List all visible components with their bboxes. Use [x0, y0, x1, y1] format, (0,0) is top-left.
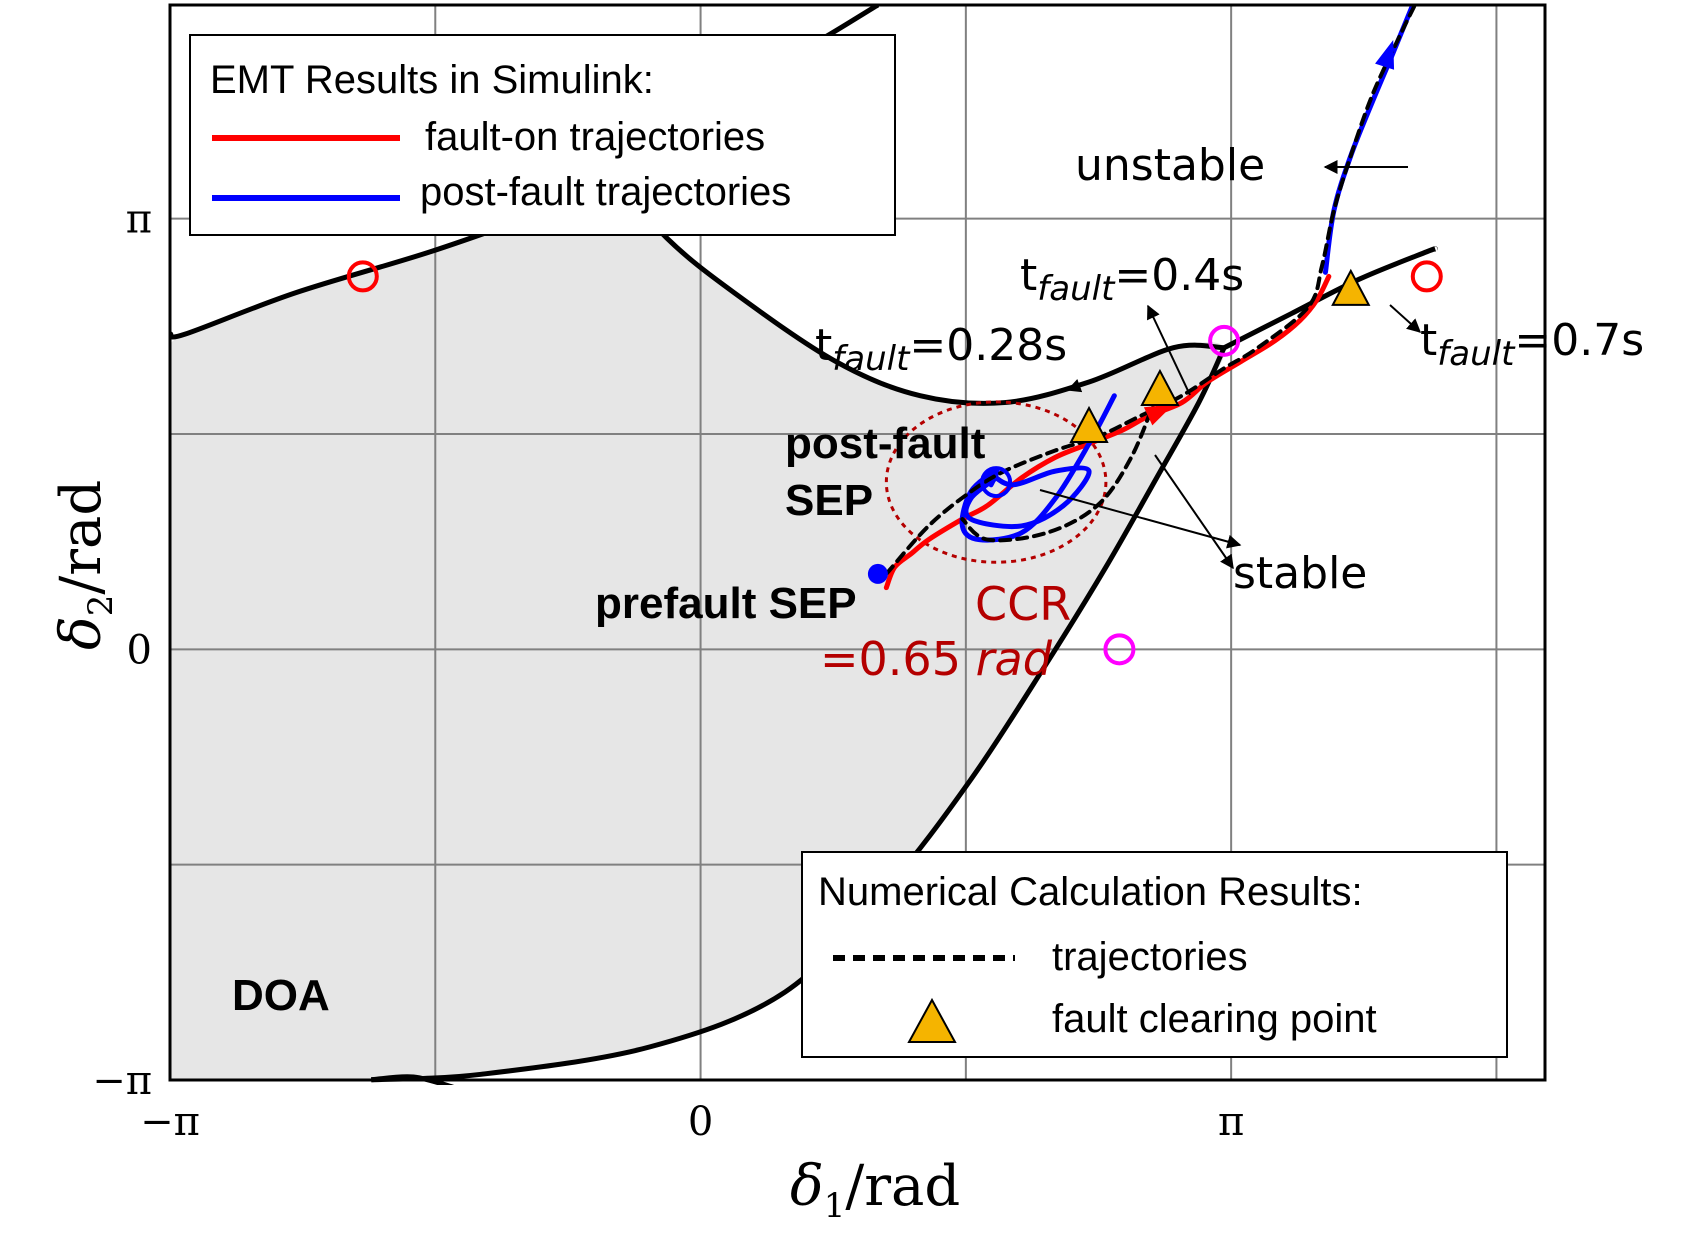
ccr-value: =0.65 — [820, 632, 976, 686]
legend-numerical: Numerical Calculation Results: trajector… — [801, 851, 1508, 1058]
series-4-numerical-1 — [884, 5, 1418, 576]
t07-prefix: t — [1420, 315, 1437, 366]
annotation-post-fault-sep-1: post-fault — [785, 419, 986, 468]
t07-value: =0.7s — [1514, 315, 1644, 366]
annotation-ccr-1: CCR — [975, 577, 1071, 631]
arrow-t07 — [1389, 304, 1422, 333]
point-clearing-0-28s — [1069, 405, 1109, 443]
t04-value: =0.4s — [1114, 250, 1244, 301]
doa-region — [170, 169, 1225, 1081]
x-axis-label: δ1/rad — [790, 1154, 960, 1226]
point-clearing-0-4s — [1140, 368, 1180, 406]
annotation-doa: DOA — [232, 971, 330, 1020]
legend-emt-label-1: post-fault trajectories — [420, 170, 791, 214]
annotation-stable: stable — [1233, 548, 1367, 599]
point-UEP-left — [346, 260, 379, 293]
legend-emt-label-0: fault-on trajectories — [425, 115, 765, 159]
annotation-ccr-2: =0.65 rad — [820, 632, 1053, 686]
annotation-t07: tfault=0.7s — [1420, 315, 1644, 374]
doa-region-layer — [170, 169, 1225, 1081]
y-tick-label-2: π — [126, 197, 152, 243]
annotation-post-fault-sep-2: SEP — [785, 476, 873, 525]
series-3-post-fault-unstable — [1322, 5, 1416, 275]
ccr-unit: rad — [976, 632, 1053, 686]
legend-num-triangle — [907, 997, 957, 1043]
annotation-unstable: unstable — [1075, 140, 1265, 191]
ticks-layer: −π 0 π −π 0 π — [92, 197, 1244, 1145]
arrow-stable-1 — [1039, 489, 1242, 549]
series-layer — [883, 5, 1418, 591]
boundary-lower-manifold — [371, 346, 1227, 1083]
legend-num-title: Numerical Calculation Results: — [818, 870, 1363, 914]
annotation-prefault-sep: prefault SEP — [595, 579, 857, 628]
t04-prefix: t — [1020, 250, 1037, 301]
t04-sub: fault — [1037, 269, 1116, 309]
point-layer — [346, 260, 1443, 666]
series-5-numerical-2 — [960, 393, 1159, 543]
arrow-t04 — [1147, 304, 1191, 396]
legend-emt-title: EMT Results in Simulink: — [210, 58, 654, 102]
annotation-t04: tfault=0.4s — [1020, 250, 1244, 309]
fault-on-direction-arrow — [1143, 404, 1174, 426]
boundary-right-line — [1222, 246, 1438, 350]
x-tick-label-0: −π — [140, 1099, 200, 1145]
annotations: unstable stable tfault=0.28s tfault=0.4s… — [232, 140, 1644, 1020]
x-tick-label-2: π — [1218, 1099, 1244, 1145]
annotation-t028: tfault=0.28s — [815, 320, 1067, 379]
y-tick-label-0: −π — [92, 1058, 152, 1104]
x-tick-label-1: 0 — [688, 1099, 713, 1145]
y-tick-label-1: 0 — [127, 627, 152, 673]
point-post-fault-SEP — [980, 466, 1013, 499]
boundary-bowl-curve — [605, 167, 1225, 406]
point-saddle-top — [1208, 324, 1241, 357]
plot-frame — [168, 3, 1547, 1082]
point-clearing-0-7s — [1331, 268, 1371, 306]
axes-layer — [168, 3, 1547, 1082]
t028-prefix: t — [815, 320, 832, 371]
legend-num-label-1: fault clearing point — [1052, 997, 1377, 1041]
arrow-t028 — [1066, 377, 1101, 393]
legend-num-label-0: trajectories — [1052, 935, 1248, 979]
point-saddle-bottom — [1103, 633, 1136, 666]
annotation-stable-text: stable — [1233, 548, 1367, 599]
arrow-stable-2 — [1154, 454, 1234, 570]
point-UEP-right — [1410, 260, 1443, 293]
post-fault-direction-arrow — [1375, 40, 1395, 70]
series-0-fault-on-trajectories — [883, 273, 1332, 591]
legend-emt: EMT Results in Simulink: fault-on trajec… — [189, 34, 896, 236]
series-2-post-fault-2 — [959, 393, 1117, 543]
t028-sub: fault — [832, 339, 911, 379]
point-prefault-SEP — [867, 563, 888, 584]
y-axis-label: δ2/rad — [49, 480, 121, 650]
t07-sub: fault — [1437, 334, 1516, 374]
t028-value: =0.28s — [909, 320, 1067, 371]
